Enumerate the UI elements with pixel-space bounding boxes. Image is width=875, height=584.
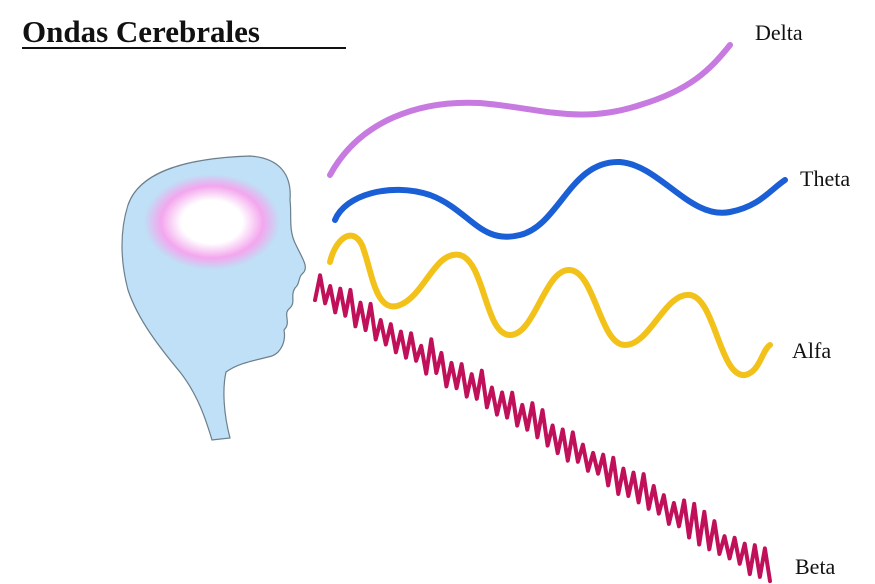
wave-label: Alfa xyxy=(792,338,831,363)
title: Ondas Cerebrales xyxy=(22,14,260,49)
beta-wave xyxy=(315,275,770,581)
wave-label: Beta xyxy=(795,554,836,579)
theta-wave xyxy=(335,162,785,237)
wave-label: Theta xyxy=(800,166,850,191)
brain-glow xyxy=(144,174,280,270)
delta-wave xyxy=(330,45,730,175)
diagram: Ondas Cerebrales Delta Theta Alfa Beta xyxy=(0,0,875,584)
wave-label: Delta xyxy=(755,20,803,45)
